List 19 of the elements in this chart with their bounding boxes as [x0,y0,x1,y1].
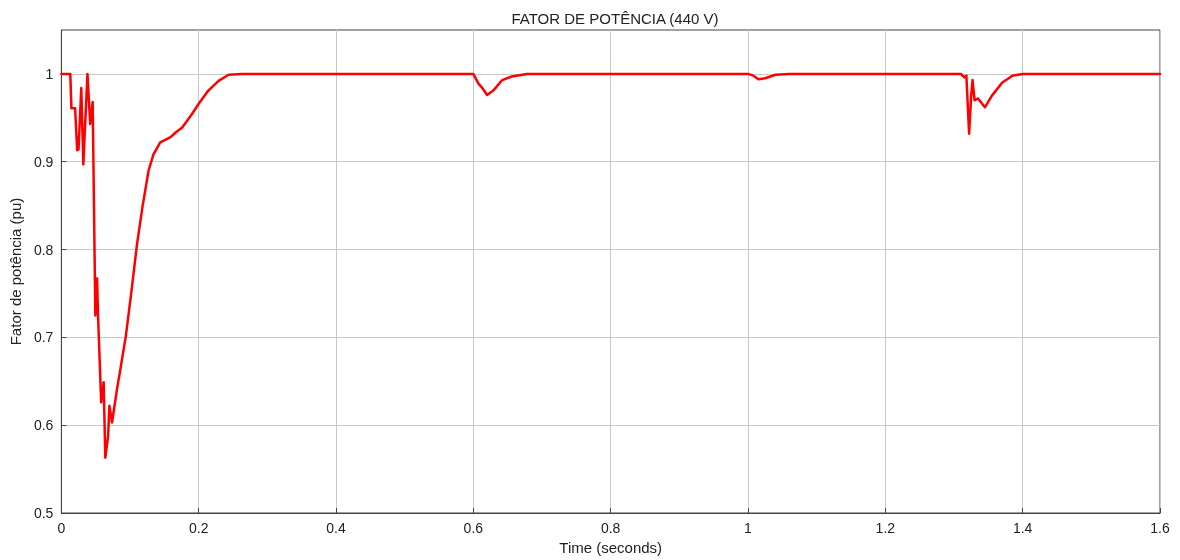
x-tick-label: 1.6 [1150,520,1170,536]
line-series [60,72,1162,459]
x-tick-label: 0.8 [600,520,621,536]
x-axis-title: Time (seconds) [559,538,663,556]
x-tick-label: 0 [57,520,66,536]
x-tick-label: 0.4 [326,520,346,536]
y-axis-title: Fator de potência (pu) [7,197,24,346]
x-tick-label: 1 [744,520,753,536]
y-tick-label: 0.9 [33,153,54,170]
x-tick-label: 1.2 [875,520,896,536]
x-tick-label: 0.6 [463,520,484,536]
y-tick-label: 0.5 [33,505,54,521]
y-tick-label: 1 [45,65,54,82]
x-tick-label: 0.2 [188,520,209,536]
x-tick-label: 1.4 [1012,520,1033,536]
y-tick-label: 0.7 [33,329,54,346]
chart-title: FATOR DE POTÊNCIA (440 V) [511,10,719,27]
y-tick-label: 0.6 [33,417,54,434]
y-tick-label: 0.8 [33,241,54,258]
